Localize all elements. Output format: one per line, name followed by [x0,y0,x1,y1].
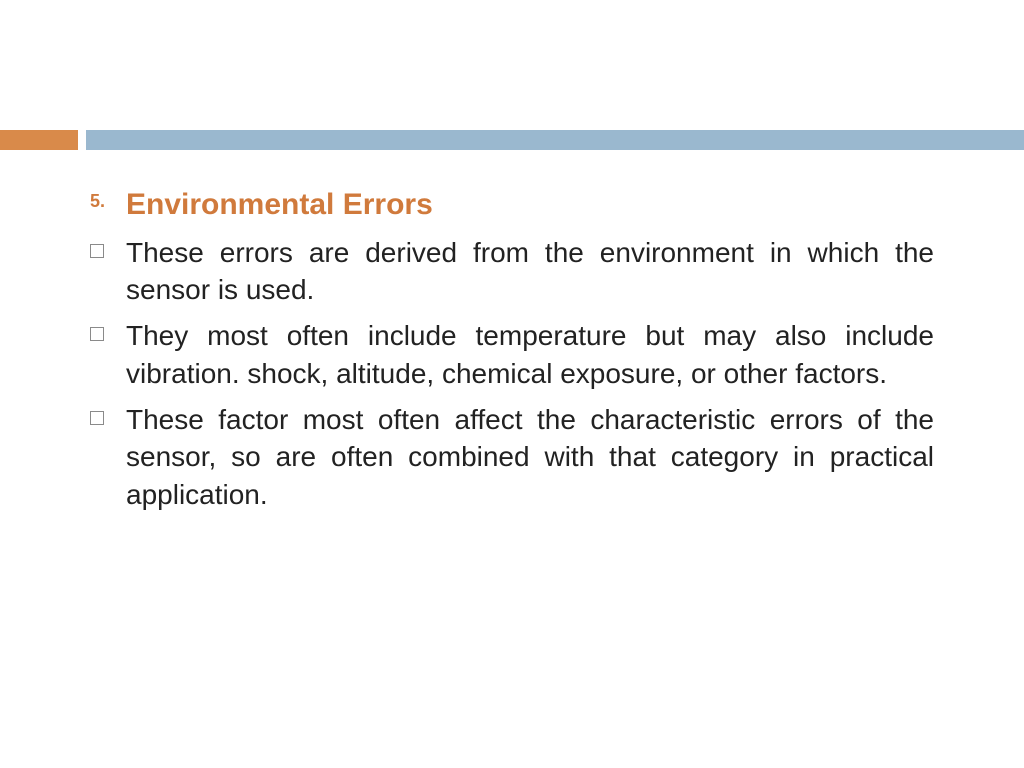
list-number-marker: 5. [90,185,126,212]
slide-title: Environmental Errors [126,185,934,226]
bullet-row: They most often include temperature but … [90,317,934,393]
square-bullet-icon [90,244,104,258]
bullet-marker [90,317,126,346]
bullet-row: These factor most often affect the chara… [90,401,934,514]
title-row: 5. Environmental Errors [90,185,934,226]
list-number: 5. [90,191,105,211]
header-bar [0,130,1024,150]
square-bullet-icon [90,327,104,341]
square-bullet-icon [90,411,104,425]
bullet-text: These factor most often affect the chara… [126,401,934,514]
bullet-marker [90,401,126,430]
content-area: 5. Environmental Errors These errors are… [90,185,934,522]
bullet-marker [90,234,126,263]
bullet-text: They most often include temperature but … [126,317,934,393]
slide: 5. Environmental Errors These errors are… [0,0,1024,768]
header-bar-blue [86,130,1024,150]
header-bar-orange [0,130,78,150]
bullet-text: These errors are derived from the enviro… [126,234,934,310]
bullet-row: These errors are derived from the enviro… [90,234,934,310]
